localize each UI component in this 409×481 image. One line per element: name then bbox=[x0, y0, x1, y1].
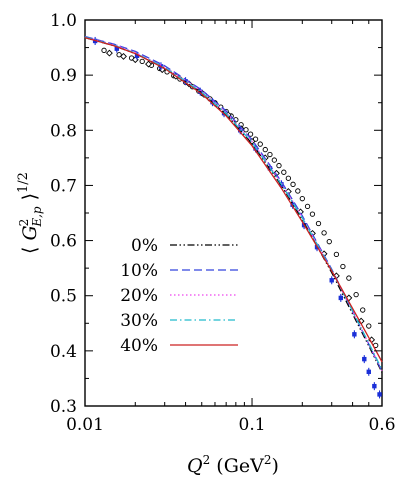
x-axis-title: Q2 (GeV2) bbox=[187, 453, 279, 477]
data-point-circle bbox=[267, 151, 273, 158]
data-point-circle bbox=[360, 307, 366, 313]
data-point-circle bbox=[257, 141, 263, 147]
data-point-circle bbox=[276, 162, 282, 169]
y-axis-title: ⟨ G2E,p ⟩1/2 bbox=[16, 172, 44, 254]
x-axis-title-exp: 2 bbox=[203, 453, 211, 467]
legend: 0% 10% 20% 30% 40% bbox=[120, 236, 238, 356]
y-tick-label: 0.8 bbox=[50, 121, 77, 141]
x-tick-label: 0.6 bbox=[368, 415, 395, 435]
data-point-filled bbox=[352, 332, 357, 337]
data-point-diamond bbox=[105, 49, 113, 57]
data-point-circle bbox=[271, 157, 277, 163]
data-point-circle bbox=[346, 275, 352, 281]
data-point-filled bbox=[362, 356, 367, 362]
y-axis-title-sub: E,p bbox=[30, 206, 44, 228]
y-tick-label: 0.9 bbox=[50, 66, 77, 86]
x-tick-label: 0.1 bbox=[239, 415, 266, 435]
x-axis-title-unit-exp: 2 bbox=[264, 453, 272, 467]
data-point-circle bbox=[304, 203, 311, 210]
data-point-diamond bbox=[120, 52, 127, 60]
data-point-circle bbox=[333, 251, 340, 258]
data-point-filled bbox=[290, 202, 295, 207]
data-point-circle bbox=[281, 169, 287, 175]
y-axis-title-power: 1/2 bbox=[16, 172, 31, 193]
data-point-circle bbox=[326, 239, 332, 245]
x-axis-title-unit: (GeV bbox=[210, 455, 264, 477]
legend-label: 0% bbox=[131, 236, 158, 256]
y-axis-title-open: ⟨ bbox=[19, 241, 41, 254]
legend-label: 30% bbox=[120, 311, 158, 331]
data-point-diamond bbox=[145, 60, 152, 68]
data-point-circle bbox=[262, 146, 268, 153]
legend-label: 10% bbox=[120, 261, 158, 281]
data-point-circle bbox=[243, 127, 249, 133]
y-tick-label: 0.7 bbox=[50, 176, 77, 196]
data-point-circle bbox=[366, 323, 372, 329]
x-axis-title-close: ) bbox=[272, 455, 279, 477]
data-point-circle bbox=[295, 188, 301, 194]
chart-marks bbox=[84, 35, 383, 399]
data-point-circle bbox=[290, 181, 296, 187]
y-tick-label: 0.5 bbox=[50, 287, 77, 307]
data-point-circle bbox=[340, 263, 346, 270]
y-axis-title-close: ⟩ bbox=[19, 193, 41, 206]
y-axis-title-sup: 2 bbox=[17, 219, 31, 227]
data-point-filled bbox=[372, 383, 377, 389]
legend-label: 20% bbox=[120, 286, 158, 306]
y-tick-label: 0.4 bbox=[50, 342, 77, 362]
series-line-40pct bbox=[84, 36, 383, 363]
data-point-filled bbox=[329, 278, 334, 283]
data-point-circle bbox=[315, 220, 322, 227]
y-tick-label: 0.6 bbox=[50, 232, 77, 252]
x-axis-title-q: Q bbox=[187, 455, 203, 477]
data-point-filled bbox=[366, 369, 371, 375]
axis-ticks: 0.3 0.4 0.5 0.6 0.7 0.8 0.9 1.0 0.01 0.1 0.6 bbox=[50, 11, 396, 435]
data-point-circle bbox=[353, 291, 359, 298]
data-point-filled bbox=[338, 295, 343, 301]
data-point-circle bbox=[139, 58, 145, 65]
data-point-circle bbox=[247, 131, 254, 137]
data-point-circle bbox=[285, 175, 292, 181]
legend-label: 40% bbox=[120, 336, 158, 356]
data-point-circle bbox=[309, 211, 316, 217]
y-axis-title-g: G bbox=[19, 225, 41, 240]
x-tick-label: 0.01 bbox=[66, 415, 104, 435]
data-point-circle bbox=[321, 230, 327, 236]
data-point-circle bbox=[299, 196, 305, 202]
data-point-circle bbox=[116, 52, 122, 58]
series-line-20pct bbox=[84, 36, 383, 371]
y-tick-label: 1.0 bbox=[50, 11, 77, 31]
y-tick-label: 0.3 bbox=[50, 397, 77, 417]
series-line-30pct bbox=[84, 36, 383, 370]
data-point-filled bbox=[114, 46, 119, 51]
data-point-filled bbox=[377, 392, 382, 397]
data-point-circle bbox=[252, 136, 259, 142]
data-point-circle bbox=[101, 47, 107, 53]
data-point-filled bbox=[134, 53, 140, 59]
